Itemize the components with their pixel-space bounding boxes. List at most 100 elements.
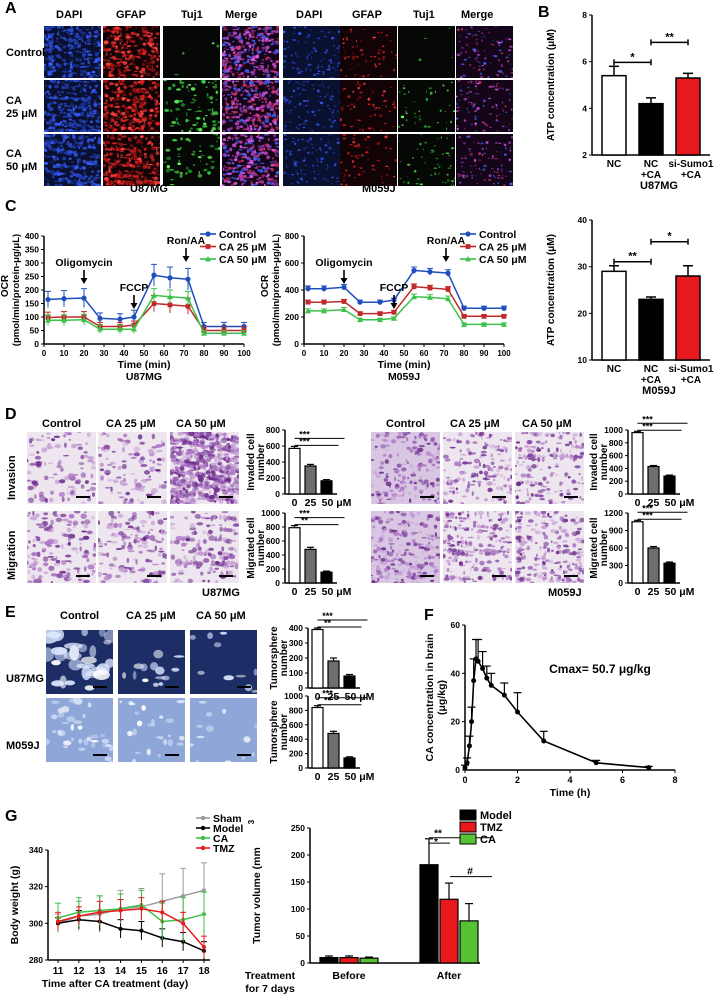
tumor-volume-xlabel: Before (332, 970, 365, 982)
ocr-chart-m059j-point (378, 311, 383, 316)
migrated-chart-m059j-ytick-label: 600 (609, 543, 623, 553)
scale-bar (93, 686, 107, 688)
ocr-chart-u87mg-annotation-arrowhead (131, 303, 138, 309)
scale-bar (147, 575, 161, 577)
tumorsphere-image-r0-c2 (190, 630, 257, 694)
fluorescence-image-r1-c5 (340, 80, 397, 132)
tumorsphere-chart-m059j-ytick-label: 200 (289, 749, 303, 759)
tumor-volume-legend-swatch (460, 834, 476, 844)
ocr-chart-m059j-point (412, 284, 417, 289)
fluorescence-image-r2-c0 (44, 134, 101, 186)
tumor-volume-bar (420, 865, 438, 963)
panel-d-row-migration: Migration (6, 531, 19, 581)
scale-bar (492, 496, 506, 498)
pk-chart-xtick-label: 2 (515, 775, 520, 785)
pk-chart-point (502, 693, 507, 698)
tumor-volume-bar (340, 958, 358, 963)
tumorsphere-chart-m059j-xlabel: 25 (328, 771, 340, 783)
fluorescence-image-r2-c6 (398, 134, 455, 186)
fluorescence-image-r1-c0 (44, 80, 101, 132)
ocr-chart-m059j-xtick-label: 20 (340, 349, 349, 358)
scale-bar (564, 496, 578, 498)
ocr-chart-u87mg-xtick-label: 100 (237, 349, 251, 358)
tumorsphere-chart-m059j-ytick-label: 400 (289, 734, 303, 744)
body-weight-legend-marker (201, 846, 205, 850)
body-weight-point (181, 921, 185, 925)
body-weight-ylabel: Body weight (g) (9, 866, 21, 945)
migrated-chart-u87mg-bar (321, 572, 332, 583)
tumor-volume-chart-ytick-label: 150 (291, 877, 305, 887)
body-weight-legend-marker (201, 836, 205, 840)
tumorsphere-chart-m059j-sig-label: ** (324, 696, 332, 706)
pk-chart-ytick-label: 0 (455, 765, 460, 775)
tumorsphere-chart-m059j-ytick-label: 0 (298, 763, 303, 773)
transwell-image-1-r1-c1 (443, 511, 512, 583)
transwell-image-0-r1-c0 (27, 511, 96, 583)
fluorescence-image-r0-c1 (103, 26, 160, 78)
atp-chart-u87mg-bar (639, 104, 663, 155)
tumor-volume-group-label-1: Treatment (245, 970, 296, 982)
ocr-chart-m059j-annotation: Oligomycin (315, 257, 372, 269)
panel-a-caption-m059j: M059J (362, 183, 396, 195)
pk-chart-xtick-label: 4 (567, 775, 572, 785)
ocr-chart-m059j-annotation-arrowhead (443, 256, 450, 262)
ocr-chart-u87mg-xtick-label: 80 (200, 349, 209, 358)
body-weight-xtick-label: 12 (73, 966, 85, 977)
ocr-chart-m059j-point (322, 300, 327, 305)
tumor-volume-sig-label: # (467, 866, 473, 878)
pk-chart-xtick-label: 0 (462, 775, 467, 785)
body-weight-legend-marker (201, 816, 205, 820)
panel-a-header-merge-2: Merge (461, 9, 493, 21)
ocr-chart-m059j-point (501, 306, 506, 311)
scale-bar (219, 496, 233, 498)
migrated-chart-u87mg-ytick-label: 200 (266, 564, 280, 574)
ocr-chart-u87mg-xtick-label: 40 (120, 349, 129, 358)
pk-chart-ytick-label: 60 (451, 620, 461, 630)
invaded-chart-m059j-ytick-label: 1000 (604, 425, 623, 435)
tumor-volume-ylabel-sup: 3 (247, 819, 256, 824)
panel-a-header-tuj1-1: Tuj1 (181, 9, 203, 21)
ocr-chart-m059j-legend-label: CA 25 μM (479, 242, 527, 254)
tumor-volume-chart-ytick-label: 200 (291, 850, 305, 860)
migrated-chart-u87mg-xlabel: 0 (292, 586, 298, 598)
ocr-chart-u87mg-point (185, 277, 190, 282)
invaded-chart-m059j-ytick-label: 0 (618, 489, 623, 499)
ocr-chart-m059j-xtick-label: 10 (320, 349, 329, 358)
ocr-chart-m059j-point (357, 300, 362, 305)
atp-chart-m059j-ytick-label: 10 (578, 355, 588, 365)
migrated-chart-m059j-ytick-label: 0 (618, 578, 623, 588)
ocr-chart-u87mg-annotation: Oligomycin (55, 257, 112, 269)
ocr-chart-m059j-point (358, 311, 363, 316)
tumor-volume-bar (360, 958, 378, 963)
ocr-chart-m059j-point (481, 306, 486, 311)
tumor-volume-legend-swatch (460, 822, 476, 832)
body-weight-xtick-label: 13 (94, 966, 106, 977)
ocr-chart-m059j-point (377, 300, 382, 305)
body-weight-xtick-label: 11 (53, 966, 64, 977)
body-weight-point (119, 927, 123, 931)
body-weight-chart-ytick-label: 300 (29, 918, 43, 928)
ocr-chart-u87mg-xtick-label: 70 (180, 349, 189, 358)
scale-bar (76, 496, 90, 498)
panel-e-header-ca50: CA 50 μM (196, 610, 246, 622)
tumorsphere-chart-m059j-ylabel-2: number (279, 714, 290, 751)
transwell-image-1-r1-c0 (371, 511, 440, 583)
pk-chart-ytick-label: 40 (451, 668, 461, 678)
ocr-chart-m059j-point (462, 314, 467, 319)
ocr-chart-m059j-point (321, 286, 326, 291)
body-weight-point (202, 912, 206, 916)
tumor-volume-chart-ytick-label: 100 (291, 904, 305, 914)
ocr-chart-u87mg-series-line (48, 295, 244, 333)
invaded-chart-u87mg-sig-label: *** (299, 436, 310, 446)
ocr-chart-m059j-point (427, 269, 432, 274)
tumorsphere-chart-m059j-xlabel: 50 μM (345, 771, 375, 783)
scale-bar (93, 754, 107, 756)
ocr-chart-m059j-xtick-label: 100 (497, 349, 511, 358)
migrated-chart-m059j-sig-label: *** (642, 510, 653, 520)
ocr-chart-m059j-point (446, 287, 451, 292)
ocr-chart-m059j-ytick-label: 200 (285, 312, 299, 322)
